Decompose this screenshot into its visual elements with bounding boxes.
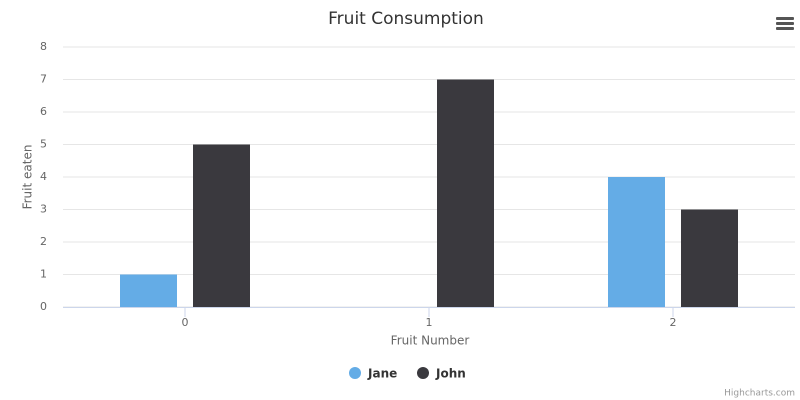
menu-line [776, 22, 794, 25]
y-tick-label: 8 [40, 40, 47, 53]
bar [681, 209, 738, 307]
bar [437, 79, 494, 307]
y-tick-label: 1 [40, 268, 47, 281]
y-tick-label: 4 [40, 170, 47, 183]
bar [608, 177, 665, 307]
legend-marker[interactable] [349, 367, 361, 379]
menu-line [776, 17, 794, 20]
y-tick-label: 5 [40, 138, 47, 151]
legend-label[interactable]: John [435, 367, 466, 381]
x-tick-label: 1 [426, 316, 433, 329]
y-tick-label: 3 [40, 203, 47, 216]
y-axis-title: Fruit eaten [21, 145, 35, 210]
y-tick-label: 7 [40, 73, 47, 86]
y-tick-label: 0 [40, 300, 47, 313]
menu-button[interactable] [776, 17, 794, 30]
chart-title: Fruit Consumption [328, 9, 484, 29]
y-tick-label: 2 [40, 235, 47, 248]
x-axis-title: Fruit Number [391, 334, 470, 348]
menu-line [776, 27, 794, 30]
legend-label[interactable]: Jane [367, 367, 397, 381]
x-tick-label: 0 [182, 316, 189, 329]
legend-marker[interactable] [417, 367, 429, 379]
bar [193, 144, 250, 307]
y-tick-label: 6 [40, 105, 47, 118]
bar [120, 274, 177, 307]
x-tick-label: 2 [670, 316, 677, 329]
credits[interactable]: Highcharts.com [724, 389, 795, 399]
